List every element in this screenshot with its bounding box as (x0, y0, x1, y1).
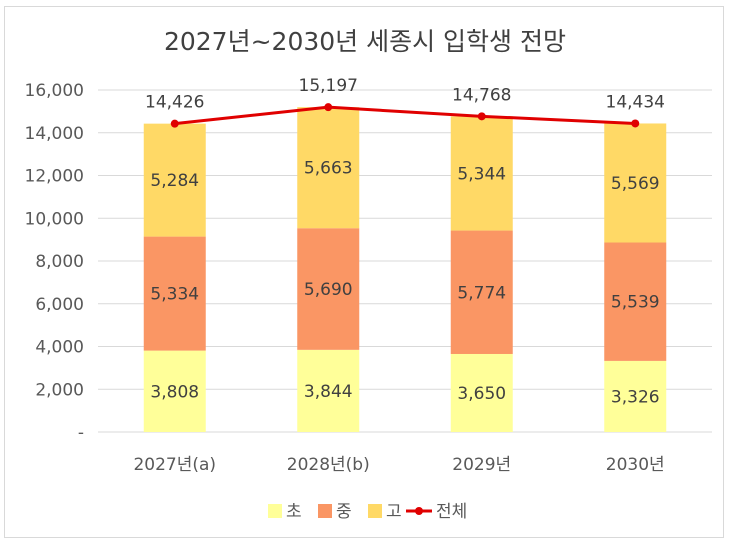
y-tick-label: - (78, 423, 84, 443)
bar-value-label: 5,344 (457, 164, 506, 184)
bar-value-label: 5,774 (457, 283, 506, 303)
legend-line-marker (415, 507, 423, 515)
legend-label: 전체 (436, 502, 467, 522)
y-tick-label: 2,000 (35, 380, 84, 400)
x-tick-label: 2027년(a) (133, 455, 216, 475)
legend-label: 중 (336, 502, 352, 522)
total-value-label: 15,197 (299, 76, 358, 96)
bar-segment (450, 353, 513, 432)
y-tick-label: 16,000 (25, 81, 84, 101)
bar-value-label: 5,284 (150, 171, 199, 191)
bar-value-label: 5,334 (150, 285, 199, 305)
bar-segment (143, 123, 206, 237)
y-tick-label: 8,000 (35, 252, 84, 272)
x-tick-label: 2028년(b) (287, 455, 370, 475)
bar-value-label: 3,808 (150, 382, 199, 402)
legend-swatch (318, 504, 332, 518)
bar-segment (297, 349, 360, 432)
total-value-label: 14,434 (606, 92, 665, 112)
bar-value-label: 5,663 (304, 159, 353, 179)
bar-segment (297, 228, 360, 350)
x-tick-label: 2030년 (606, 455, 665, 475)
bar-segment (604, 123, 667, 243)
bar-value-label: 3,844 (304, 382, 353, 402)
legend-label: 고 (386, 502, 402, 522)
legend-swatch (368, 504, 382, 518)
y-tick-label: 4,000 (35, 338, 84, 358)
bar-value-label: 3,650 (457, 384, 506, 404)
total-line (174, 105, 636, 126)
bar-segment (604, 242, 667, 361)
x-tick-label: 2029년 (452, 455, 511, 475)
y-tick-label: 12,000 (25, 167, 84, 187)
bar-segment (450, 230, 513, 354)
bar-value-label: 5,569 (611, 174, 660, 194)
chart-title: 2027년~2030년 세종시 입학생 전망 (163, 27, 567, 56)
total-point (631, 119, 640, 128)
legend-label: 초 (286, 502, 302, 522)
bar-segment (143, 236, 206, 351)
bar-segment (604, 360, 667, 432)
bar-segment (143, 350, 206, 432)
legend-swatch (268, 504, 282, 518)
bar-value-label: 5,690 (304, 280, 353, 300)
bar-value-label: 3,326 (611, 387, 660, 407)
y-tick-label: 14,000 (25, 124, 84, 144)
total-point (477, 112, 486, 121)
chart-frame (4, 6, 724, 538)
total-point (324, 103, 333, 112)
y-tick-label: 6,000 (35, 295, 84, 315)
bar-value-label: 5,539 (611, 293, 660, 313)
total-value-label: 14,768 (452, 85, 511, 105)
y-tick-label: 10,000 (25, 209, 84, 229)
total-point (170, 119, 179, 128)
bar-segment (450, 116, 513, 231)
bar-segment (297, 107, 360, 229)
total-value-label: 14,426 (145, 93, 204, 113)
